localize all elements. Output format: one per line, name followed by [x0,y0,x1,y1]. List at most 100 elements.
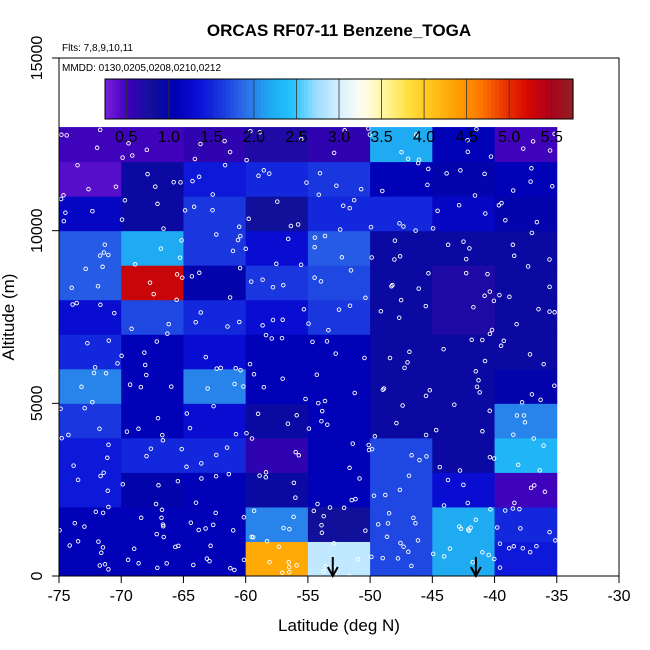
sample-point [367,132,373,137]
heatmap-cell [307,265,371,301]
sample-point [552,383,557,388]
sample-point [409,563,414,569]
sample-point [243,246,249,252]
y-axis-label: Altitude (m) [0,274,18,361]
sample-point [304,180,309,185]
sample-point [106,252,111,258]
heatmap-cell [245,368,309,404]
heatmap-cell [121,196,184,232]
sample-point [528,179,533,184]
sample-point [227,149,233,155]
sample-point [480,550,485,555]
sample-point [387,355,393,361]
colorbar-segment [276,79,282,119]
heatmap-cell [494,472,558,508]
sample-point [488,507,493,512]
sample-point [286,564,292,570]
sample-point [125,557,131,563]
sample-point [106,338,112,343]
sample-point [321,569,326,574]
sample-point [99,550,104,556]
sample-point [213,510,218,516]
sample-point [351,197,357,203]
sample-point [244,430,249,436]
sample-point [492,556,497,562]
colorbar-tick-label: 3.5 [370,129,392,146]
sample-point [401,224,406,229]
colorbar-segment [428,79,434,119]
colorbar-segment [456,79,461,119]
sample-point [159,515,164,521]
sample-point [394,420,399,426]
heatmap-cell [245,403,309,439]
sample-point [179,238,184,243]
sample-point [100,510,106,516]
sample-point [315,501,320,507]
heatmap-cell [59,334,122,370]
sample-point [306,321,311,326]
sample-point [74,300,79,306]
colorbar-segment [202,79,207,119]
sample-point [362,355,367,361]
sample-point [120,482,126,487]
sample-point [144,147,150,153]
sample-point [230,248,236,254]
sample-point [293,449,298,455]
sample-point [520,146,526,151]
x-tick-label: -30 [607,588,630,605]
sample-point [75,477,81,483]
sample-point [383,492,388,498]
sample-point [488,154,494,159]
heatmap-cell [370,403,433,439]
sample-point [197,270,202,276]
colorbar-segment [155,79,161,119]
sample-point [339,255,345,260]
sample-point [323,564,328,569]
sample-point [390,282,395,288]
colorbar-segment [389,79,395,119]
sample-point [189,274,195,279]
colorbar-segment [405,79,410,119]
heatmap-cell [183,265,247,301]
heatmap-cell [59,368,122,404]
sample-point [113,184,119,189]
colorbar-segment [194,79,200,119]
sample-point [241,557,247,563]
sample-point [261,384,267,390]
sample-point [534,219,540,225]
sample-point [59,132,64,137]
sample-point [520,545,526,551]
sample-point [119,353,124,359]
sample-point [312,244,317,250]
sample-point [552,310,557,315]
sample-point [485,271,490,277]
sample-point [529,166,534,171]
sample-point [285,421,291,426]
sample-point [381,386,387,391]
colorbar-segment [198,79,204,119]
heatmap-cell [307,541,371,577]
sample-point [285,236,291,242]
heatmap-cell [121,230,184,266]
colorbar-segment [463,79,469,119]
colorbar-segment [378,79,383,119]
sample-point [97,563,103,568]
sample-point [499,200,504,206]
sample-point [82,405,87,411]
sample-point [547,257,552,262]
sample-point [225,324,230,329]
colorbar-segment [514,79,519,119]
sample-point [423,393,429,399]
colorbar-segment [401,79,406,119]
sample-point [324,339,330,344]
sample-point [263,332,269,338]
colorbar-tick-label: 4.5 [456,129,478,146]
sample-point [248,128,253,134]
sample-point [409,453,414,458]
heatmap-cell [183,403,247,439]
sample-point [232,381,237,387]
heatmap-cell [245,161,309,197]
colorbar-tick-label: 2.0 [243,129,265,146]
colorbar-segment [261,79,266,119]
